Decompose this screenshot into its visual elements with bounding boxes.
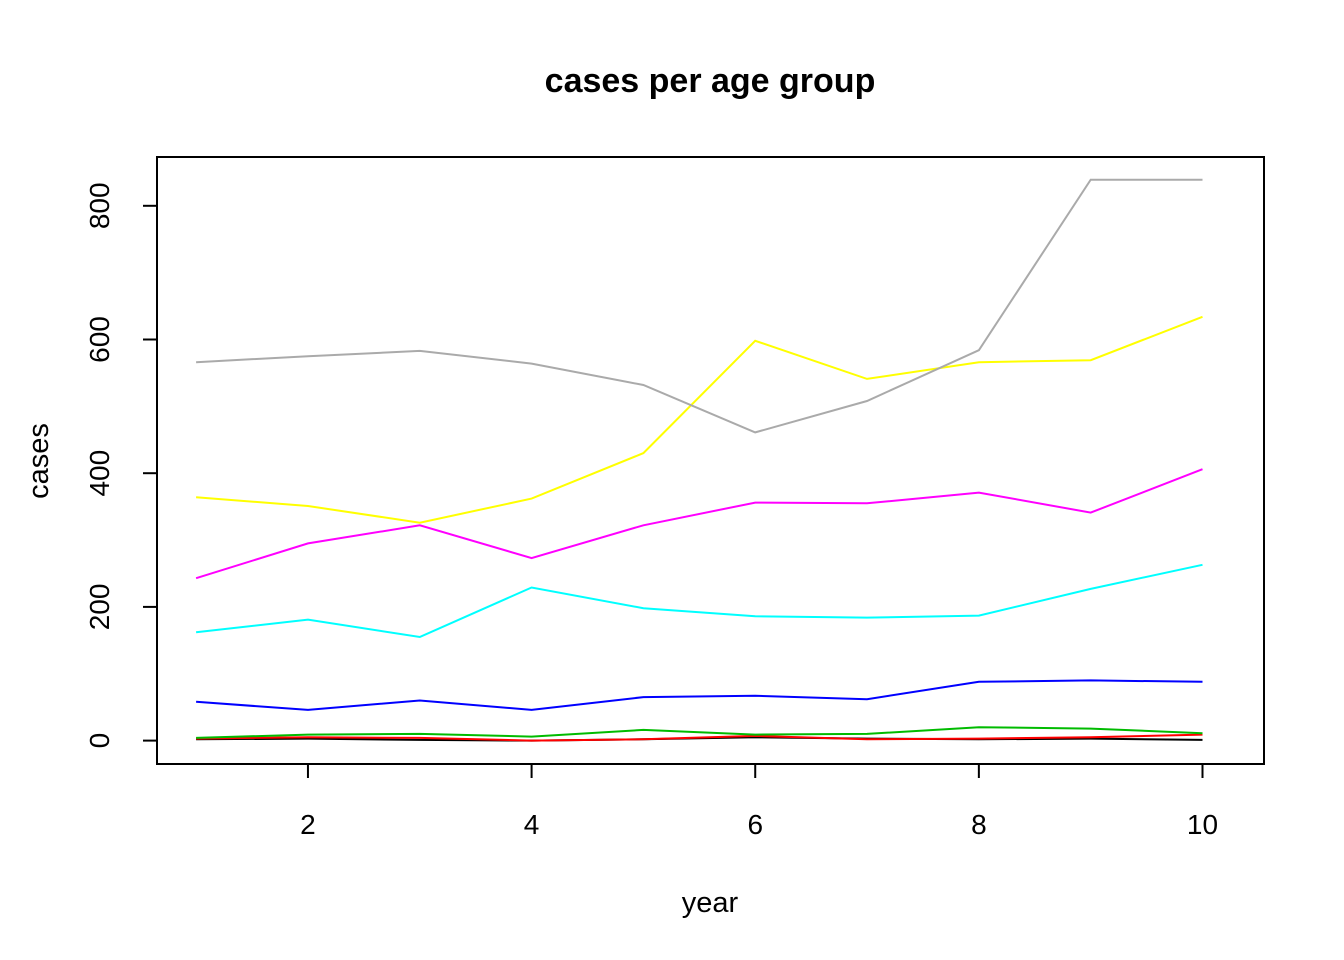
- chart-title: cases per age group: [545, 62, 876, 100]
- x-tick-label: 8: [971, 809, 987, 840]
- x-tick-label: 10: [1187, 809, 1218, 840]
- x-tick-label: 6: [747, 809, 763, 840]
- series-line-4: [196, 679, 1203, 711]
- series-line-6: [195, 468, 1203, 580]
- series-line-3: [196, 726, 1203, 739]
- y-tick-label: 600: [84, 316, 115, 363]
- y-axis-label: cases: [23, 423, 55, 499]
- series-line-8: [196, 178, 1203, 434]
- series-line-5: [195, 563, 1203, 639]
- x-tick-label: 4: [524, 809, 540, 840]
- x-axis-label: year: [682, 887, 739, 919]
- series-lines: [195, 178, 1203, 742]
- y-axis: 0 200 400 600 800: [84, 182, 158, 749]
- x-tick-label: 2: [300, 809, 316, 840]
- y-tick-label: 200: [84, 584, 115, 631]
- series-line-2: [196, 733, 1203, 742]
- series-line-7: [196, 315, 1203, 524]
- plot-frame: [156, 156, 1265, 765]
- y-tick-label: 400: [84, 450, 115, 497]
- y-tick-label: 800: [84, 182, 115, 229]
- x-axis: 2 4 6 8 10: [300, 763, 1218, 840]
- y-tick-label: 0: [84, 733, 115, 749]
